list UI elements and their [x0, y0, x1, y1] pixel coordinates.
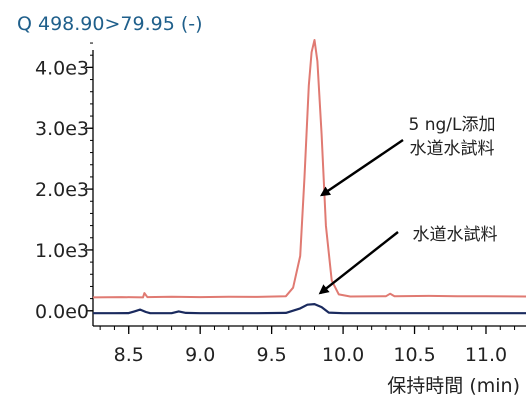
- y-tick-label: 2.0e3: [35, 179, 89, 201]
- series-layer: [92, 39, 526, 315]
- series-line-1: [92, 39, 526, 299]
- axes: 0.0e0 1.0e3 2.0e3 3.0e3 4.0e3 8.5 9.0 9.5 10.0 10…: [35, 42, 526, 366]
- y-tick-label: 1.0e3: [35, 240, 89, 262]
- y-tick-label: 3.0e3: [35, 118, 89, 140]
- annotation-arrow: [318, 231, 399, 295]
- x-tick-label: 8.5: [114, 344, 144, 366]
- x-axis-label: 保持時間 (min): [387, 375, 520, 397]
- x-tick-label: 10.0: [322, 344, 364, 366]
- x-tick-label: 9.0: [185, 344, 215, 366]
- x-tick-label: 10.5: [393, 344, 435, 366]
- x-tick-label: 9.5: [257, 344, 287, 366]
- annotation-text: 水道水試料: [413, 225, 498, 245]
- x-tick-label: 11.0: [465, 344, 507, 366]
- y-tick-label: 0.0e0: [35, 301, 89, 323]
- annotation-text: 5 ng/L添加: [409, 115, 496, 135]
- annotation-text: 水道水試料: [410, 139, 495, 159]
- chart-title: Q 498.90>79.95 (-): [17, 13, 203, 35]
- annotation-2: 水道水試料: [318, 225, 498, 295]
- annotation-arrow: [319, 139, 404, 197]
- y-tick-label: 4.0e3: [35, 57, 89, 79]
- series-line-2: [93, 303, 526, 315]
